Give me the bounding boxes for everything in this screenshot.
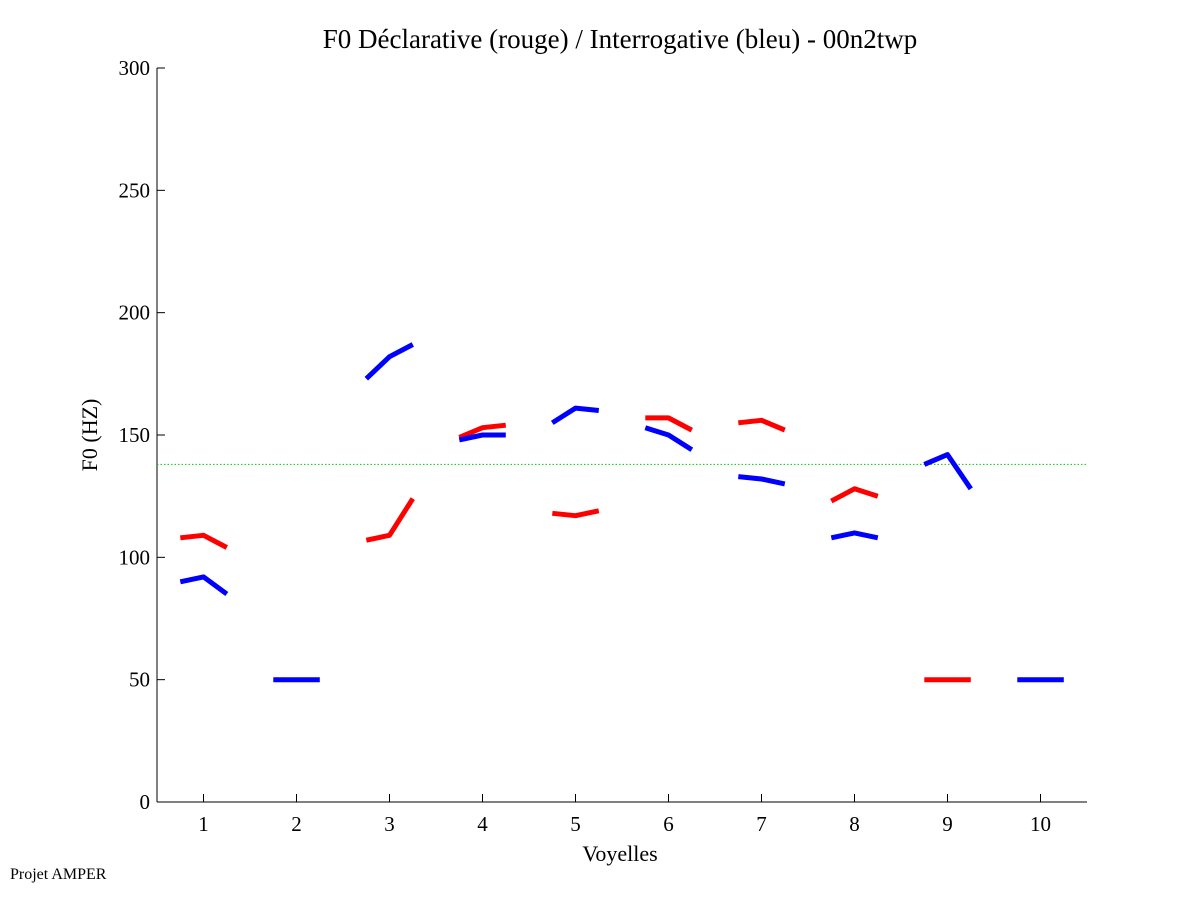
f0-segment-vowel-8 <box>830 486 879 504</box>
f0-segment-vowel-7 <box>738 474 786 487</box>
y-axis-label: F0 (HZ) <box>77 399 102 472</box>
series-d-clarative <box>180 415 971 683</box>
f0-segment-vowel-6 <box>645 415 693 433</box>
x-ticks: 1 2 3 4 5 6 7 8 9 10 <box>198 794 1051 836</box>
plot-area: 0 50 100 150 200 250 300 1 2 3 4 5 6 7 8 9 10 <box>119 56 1087 836</box>
y-tick-label: 0 <box>140 790 151 814</box>
y-ticks: 0 50 100 150 200 250 300 <box>119 56 165 814</box>
f0-segment-vowel-4 <box>458 432 506 443</box>
x-tick-label: 3 <box>384 812 395 836</box>
f0-segment-vowel-9 <box>923 452 973 491</box>
series-layer <box>179 342 1064 683</box>
x-axis-label: Voyelles <box>582 841 657 866</box>
f0-segment-vowel-3 <box>365 497 415 543</box>
f0-segment-vowel-6 <box>644 425 694 452</box>
x-tick-label: 4 <box>477 812 488 836</box>
y-tick-label: 150 <box>119 423 151 447</box>
x-tick-label: 2 <box>291 812 302 836</box>
f0-segment-vowel-1 <box>180 532 228 550</box>
x-tick-label: 7 <box>756 812 767 836</box>
x-tick-label: 10 <box>1030 812 1051 836</box>
x-tick-label: 1 <box>198 812 209 836</box>
y-tick-label: 250 <box>119 178 151 202</box>
y-tick-label: 300 <box>119 56 151 80</box>
x-tick-label: 8 <box>849 812 860 836</box>
footer-credit: Projet AMPER <box>10 866 107 883</box>
f0-segment-vowel-5 <box>552 508 600 519</box>
chart-title: F0 Déclarative (rouge) / Interrogative (… <box>323 24 918 54</box>
f0-segment-vowel-5 <box>550 405 600 425</box>
x-tick-label: 5 <box>570 812 581 836</box>
f0-segment-vowel-4 <box>458 422 507 440</box>
series-interrogative <box>179 342 1064 683</box>
f0-segment-vowel-1 <box>179 574 229 597</box>
x-tick-label: 9 <box>942 812 953 836</box>
f0-segment-vowel-7 <box>738 417 786 433</box>
f0-segment-vowel-8 <box>830 530 879 541</box>
y-tick-label: 200 <box>119 301 151 325</box>
x-tick-label: 6 <box>663 812 674 836</box>
y-tick-label: 100 <box>119 545 151 569</box>
y-tick-label: 50 <box>129 668 150 692</box>
f0-segment-vowel-3 <box>364 342 414 381</box>
